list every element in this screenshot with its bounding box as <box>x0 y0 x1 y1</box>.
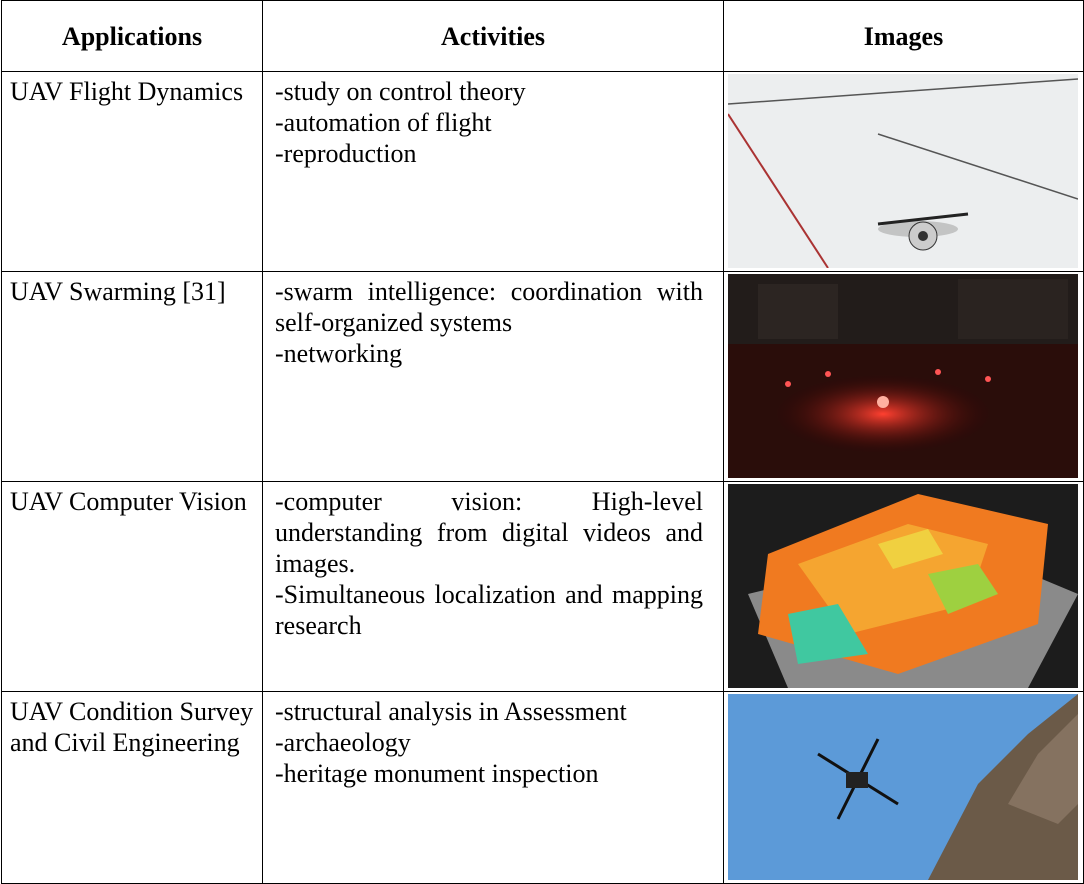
application-cell: UAV Swarming [31] <box>1 271 263 482</box>
swarm-night-image <box>728 274 1078 478</box>
drone-lab-image <box>728 74 1078 268</box>
table-row: UAV Swarming [31] -swarm intelligence: c… <box>1 271 1084 482</box>
header-row: Applications Activities Images <box>1 0 1084 72</box>
activities-cell: -swarm intelligence: coordination with s… <box>262 271 724 482</box>
table-row: UAV Condition Survey and Civil Engineeri… <box>1 691 1084 884</box>
activity: -networking <box>275 339 403 368</box>
image-cell <box>723 71 1084 272</box>
activity: -archaeology <box>275 728 411 757</box>
activities-cell: -structural analysis in Assessment -arch… <box>262 691 724 884</box>
activity: -swarm intelligence: coordination with s… <box>275 277 703 337</box>
point-cloud-image <box>728 484 1078 688</box>
activities-cell: -study on control theory -automation of … <box>262 71 724 272</box>
activity: -heritage monument inspection <box>275 759 599 788</box>
inspection-image <box>728 694 1078 880</box>
activity: -structural analysis in Assessment <box>275 697 627 726</box>
activity: -study on control theory <box>275 77 526 106</box>
activity: -computer vision: High-level understandi… <box>275 487 703 578</box>
table-row: UAV Flight Dynamics -study on control th… <box>1 71 1084 272</box>
activities-cell: -computer vision: High-level understandi… <box>262 481 724 692</box>
table-row: UAV Computer Vision -computer vision: Hi… <box>1 481 1084 692</box>
application-cell: UAV Condition Survey and Civil Engineeri… <box>1 691 263 884</box>
activity: -reproduction <box>275 139 417 168</box>
header-cell: Images <box>723 0 1084 72</box>
image-cell <box>723 691 1084 884</box>
activity: -automation of flight <box>275 108 492 137</box>
activity: -Simultaneous localization and mapping r… <box>275 580 703 640</box>
application-cell: UAV Computer Vision <box>1 481 263 692</box>
header-cell: Activities <box>262 0 724 72</box>
image-cell <box>723 481 1084 692</box>
application-cell: UAV Flight Dynamics <box>1 71 263 272</box>
image-cell <box>723 271 1084 482</box>
header-cell: Applications <box>1 0 263 72</box>
